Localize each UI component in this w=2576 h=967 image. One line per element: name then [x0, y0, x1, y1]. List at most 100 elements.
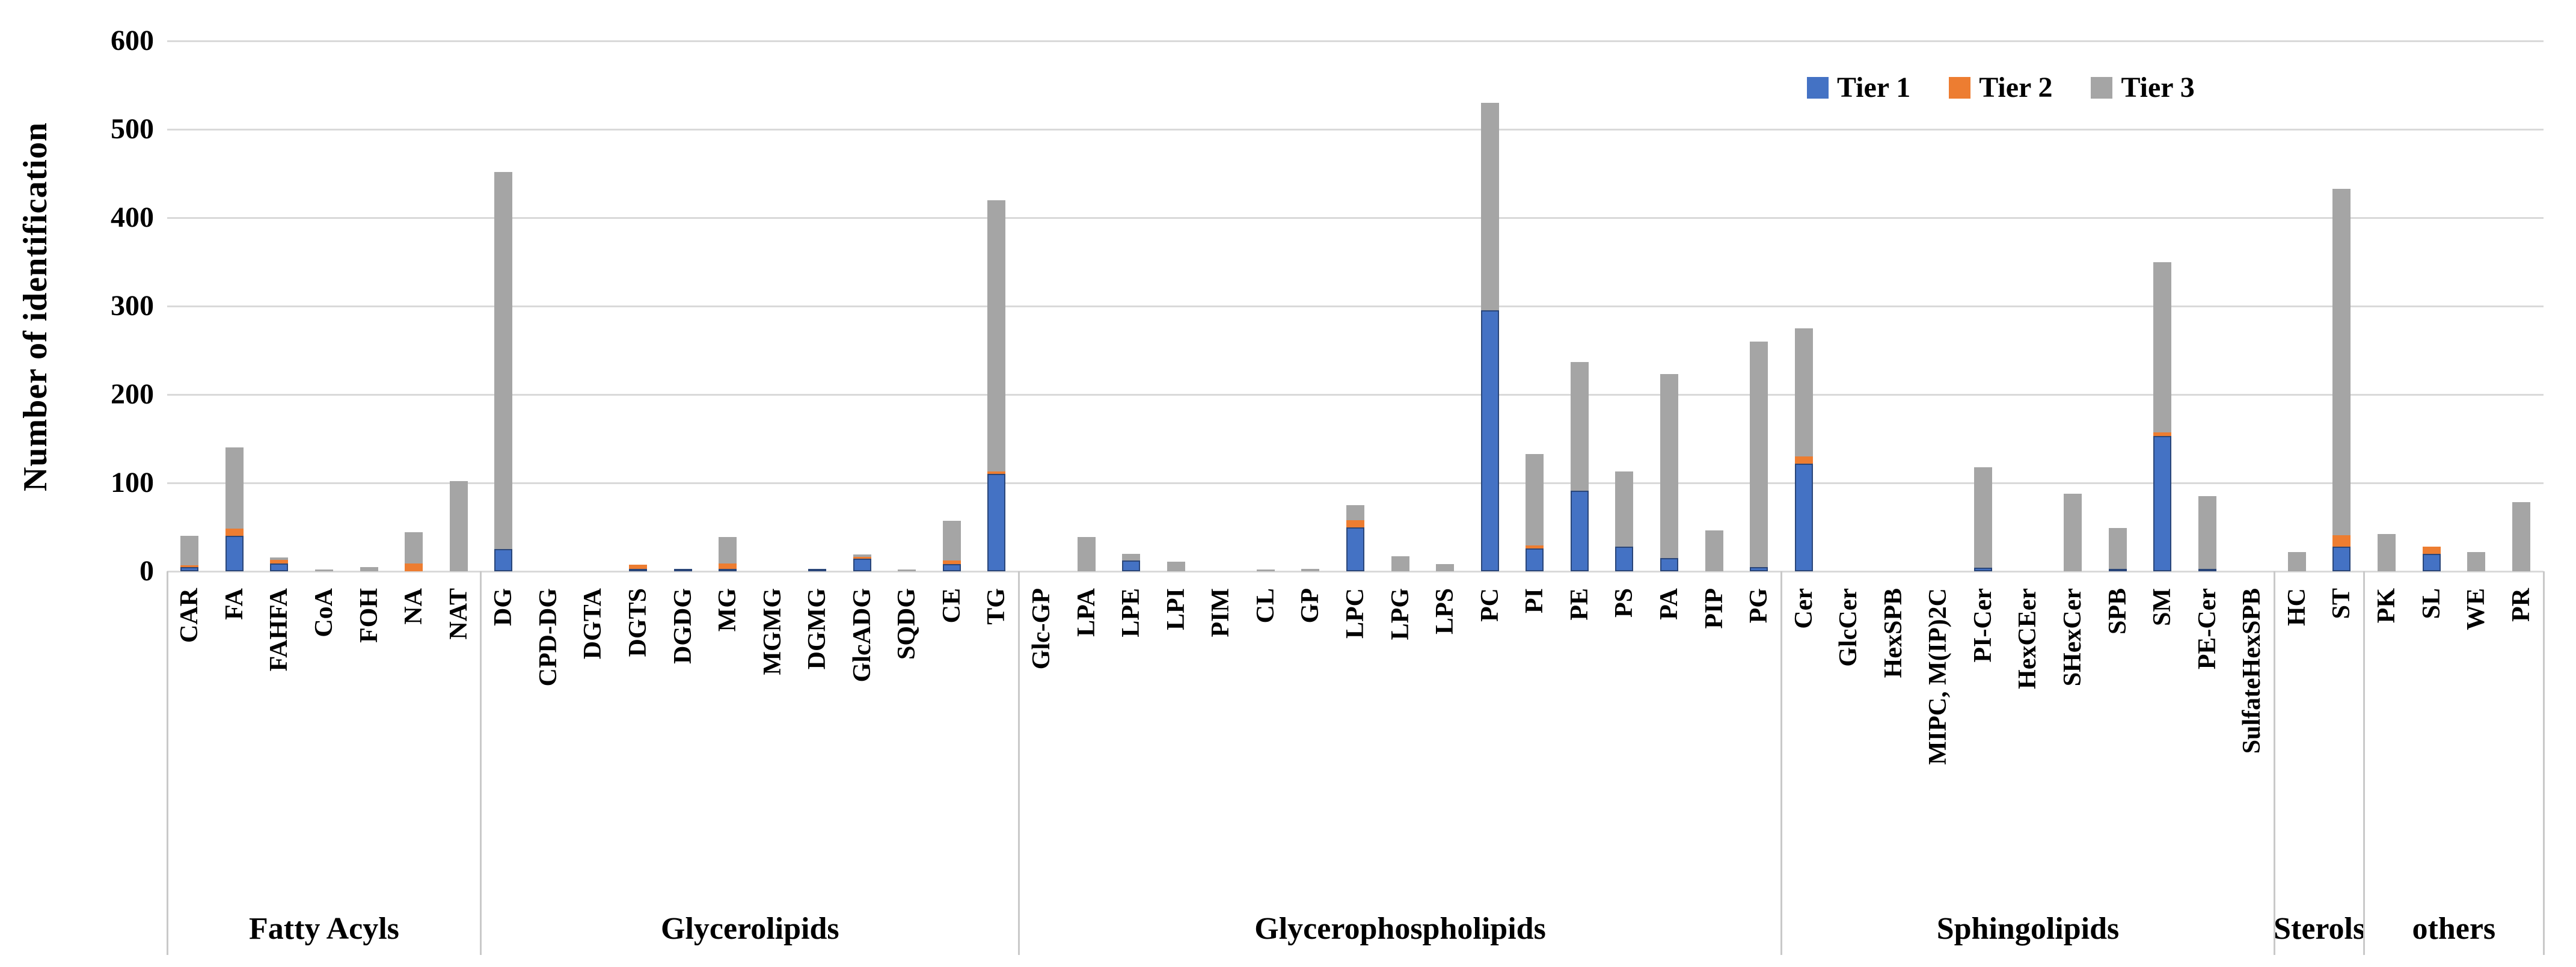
- category-label: SPB: [2103, 588, 2132, 635]
- category-label: GlcCer: [1835, 588, 1863, 667]
- group-label: Fatty Acyls: [249, 912, 399, 946]
- bar-column-PK: [2364, 41, 2409, 571]
- bar-segment-tier2: [987, 471, 1006, 474]
- bar-segment-tier3: [449, 481, 468, 571]
- legend-label: Tier 3: [2121, 72, 2195, 103]
- category-label: PG: [1745, 588, 1773, 624]
- bar-column-GP: [1288, 41, 1333, 571]
- category-cell: SL: [2409, 571, 2454, 837]
- category-cell: LPG: [1378, 571, 1423, 837]
- category-cell: LPI: [1153, 571, 1198, 837]
- category-label: GlcADG: [848, 588, 876, 683]
- category-cell: DGMG: [795, 571, 840, 837]
- category-label: MIPC, M(IP)2C: [1924, 588, 1952, 765]
- category-label: LPI: [1162, 588, 1190, 631]
- category-label: PE-Cer: [2193, 588, 2221, 670]
- group-cell-Sterols: Sterols: [2274, 837, 2366, 955]
- bar-column-WE: [2454, 41, 2499, 571]
- legend-item-tier-2: Tier 2: [1949, 71, 2052, 104]
- group-label: Sterols: [2274, 912, 2366, 946]
- bar-column-SQDG: [885, 41, 930, 571]
- category-cell: CPD-DG: [526, 571, 571, 837]
- y-tick-label: 100: [111, 467, 154, 499]
- bar-segment-tier3: [987, 200, 1006, 471]
- category-cell: LPA: [1064, 571, 1109, 837]
- bar-segment-tier1: [1346, 527, 1364, 571]
- group-label: Sphingolipids: [1936, 912, 2120, 946]
- bar-segment-tier1: [1526, 548, 1544, 571]
- bar-segment-tier2: [942, 560, 961, 565]
- bar-segment-tier3: [360, 566, 378, 571]
- category-axis-row: CAR FA FAHFA CoA FOH NA NAT DG CPD-DG DGTA DGTS DGD…: [167, 571, 2544, 837]
- bar-segment-tier1: [1570, 491, 1589, 571]
- gridline-500: [167, 128, 2544, 130]
- category-label: DGTS: [624, 588, 652, 657]
- bar-column-CL: [1244, 41, 1289, 571]
- category-cell: SM: [2140, 571, 2185, 837]
- group-divider: [2542, 571, 2545, 955]
- category-cell: LPC: [1333, 571, 1378, 837]
- bar-column-DGDG: [660, 41, 705, 571]
- legend-swatch-icon: [2091, 76, 2113, 99]
- gridline-100: [167, 482, 2544, 484]
- category-cell: FAHFA: [257, 571, 302, 837]
- category-label: NA: [400, 588, 428, 625]
- bar-column-PE: [1557, 41, 1602, 571]
- group-cell-Sphingolipids: Sphingolipids: [1781, 837, 2274, 955]
- group-divider: [1018, 571, 1020, 955]
- bar-column-LPC: [1333, 41, 1378, 571]
- bar-segment-tier2: [225, 529, 244, 536]
- category-cell: DGDG: [660, 571, 705, 837]
- bar-segment-tier3: [942, 521, 961, 561]
- bar-segment-tier1: [719, 569, 737, 571]
- legend-item-tier-1: Tier 1: [1807, 71, 1910, 104]
- bar-segment-tier3: [494, 171, 513, 550]
- category-label: Cer: [1789, 588, 1818, 629]
- category-cell: CL: [1244, 571, 1289, 837]
- bar-column-DGMG: [795, 41, 840, 571]
- bar-segment-tier2: [270, 559, 289, 563]
- legend-item-tier-3: Tier 3: [2091, 71, 2195, 104]
- category-cell: DG: [481, 571, 526, 837]
- category-cell: GlcCer: [1826, 571, 1871, 837]
- bar-segment-tier1: [673, 569, 692, 571]
- category-cell: CAR: [167, 571, 212, 837]
- category-cell: DGTA: [571, 571, 616, 837]
- group-cell-others: others: [2364, 837, 2544, 955]
- y-tick-label: 600: [111, 25, 154, 57]
- bar-segment-tier1: [1122, 560, 1141, 571]
- category-label: PS: [1610, 588, 1639, 618]
- category-label: CoA: [310, 588, 338, 637]
- category-label: DGTA: [579, 588, 607, 660]
- bar-column-GlcCer: [1826, 41, 1871, 571]
- group-cell-Glycerolipids: Glycerolipids: [481, 837, 1019, 955]
- category-cell: HexSPB: [1871, 571, 1916, 837]
- y-tick-label: 500: [111, 113, 154, 145]
- bar-segment-tier3: [314, 569, 333, 571]
- bar-segment-tier1: [853, 559, 871, 571]
- category-cell: PA: [1647, 571, 1692, 837]
- category-cell: GP: [1288, 571, 1333, 837]
- bar-segment-tier3: [853, 554, 871, 557]
- bar-column-LPA: [1064, 41, 1109, 571]
- category-label: PK: [2373, 588, 2401, 624]
- bar-column-PG: [1737, 41, 1782, 571]
- bar-column-PE-Cer: [2185, 41, 2230, 571]
- legend-swatch-icon: [1807, 76, 1829, 99]
- category-cell: MG: [705, 571, 750, 837]
- bar-segment-tier3: [1122, 553, 1141, 561]
- bar-column-CE: [930, 41, 975, 571]
- bar-segment-tier3: [1750, 341, 1768, 567]
- bar-segment-tier3: [225, 447, 244, 529]
- category-label: CL: [1251, 588, 1280, 624]
- bar-column-LPI: [1153, 41, 1198, 571]
- bar-segment-tier3: [2512, 502, 2530, 571]
- bar-column-HexCEer: [2005, 41, 2050, 571]
- bar-column-CPD-DG: [526, 41, 571, 571]
- category-cell: PR: [2498, 571, 2544, 837]
- plot-area: [167, 40, 2544, 573]
- bar-column-NA: [391, 41, 437, 571]
- category-cell: WE: [2454, 571, 2499, 837]
- category-label: FA: [220, 588, 248, 620]
- bar-segment-tier3: [1705, 530, 1723, 571]
